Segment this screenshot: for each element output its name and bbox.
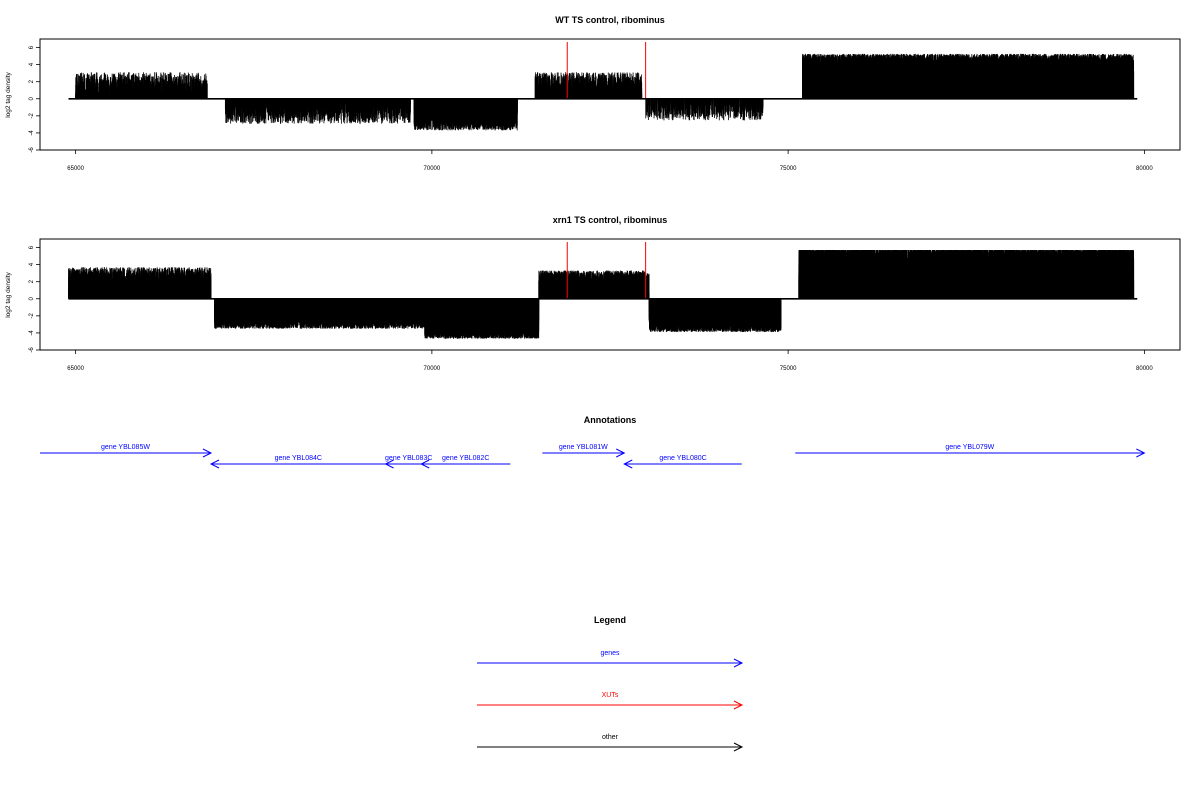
wt-density-panel: WT TS control, ribominus log2 tag densit…	[5, 15, 1180, 172]
y-axis-label: log2 tag density	[5, 71, 12, 117]
density-bars	[69, 42, 1138, 130]
panel-title: WT TS control, ribominus	[555, 15, 665, 25]
